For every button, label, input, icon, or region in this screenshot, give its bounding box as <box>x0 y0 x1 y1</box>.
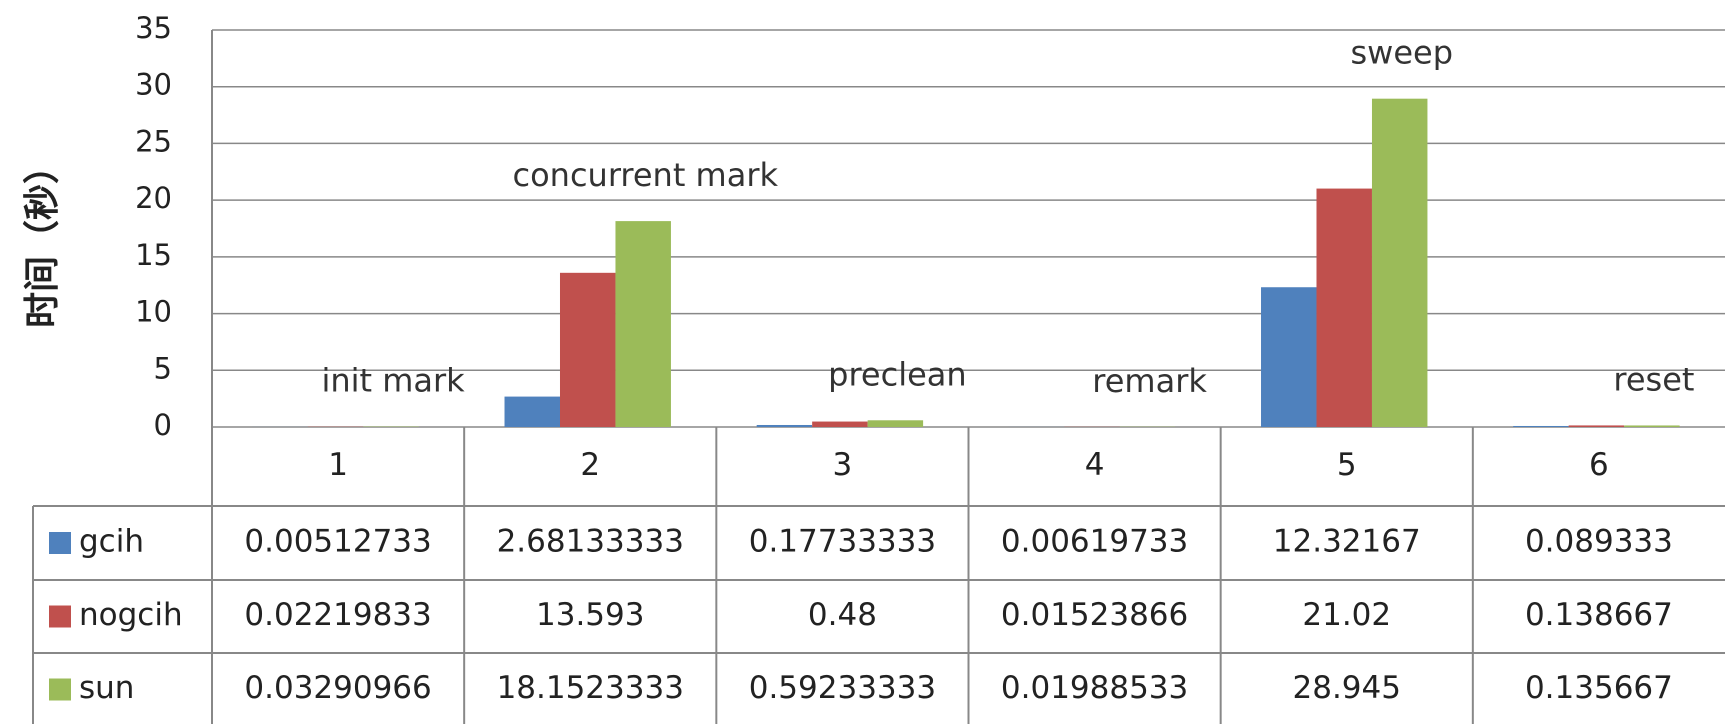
y-tick-label: 30 <box>135 68 172 102</box>
bar <box>559 272 616 427</box>
y-tick-label: 25 <box>135 124 172 158</box>
legend-swatch <box>49 532 71 554</box>
table-value: 0.01988533 <box>1001 670 1188 706</box>
bar <box>1568 425 1625 427</box>
legend-swatch <box>49 605 71 628</box>
table-value: 2.68133333 <box>497 524 684 560</box>
x-tick-label: 4 <box>1085 447 1105 483</box>
annotation: concurrent mark <box>512 156 778 194</box>
table-value: 21.02 <box>1302 597 1391 633</box>
annotation: reset <box>1613 360 1694 398</box>
y-tick-label: 0 <box>154 408 172 442</box>
table-value: 0.01523866 <box>1001 597 1188 633</box>
table-value: 0.17733333 <box>749 524 936 560</box>
table-value: 0.02219833 <box>244 597 431 633</box>
bar <box>504 396 560 427</box>
y-tick-label: 35 <box>135 11 172 45</box>
table-value: 0.03290966 <box>244 670 431 706</box>
annotation: sweep <box>1350 34 1453 72</box>
table-value: 28.945 <box>1293 670 1401 706</box>
bar <box>1316 188 1372 427</box>
bar <box>1624 425 1680 427</box>
table-value: 0.59233333 <box>749 670 936 706</box>
table-value: 13.593 <box>536 597 644 633</box>
annotation: preclean <box>828 355 967 393</box>
bar <box>1371 98 1428 427</box>
table-value: 0.089333 <box>1525 524 1673 560</box>
y-tick-label: 5 <box>154 351 172 385</box>
y-tick-label: 15 <box>135 238 172 272</box>
table-value: 0.138667 <box>1525 597 1673 633</box>
annotation: init mark <box>321 362 465 400</box>
table-value: 0.00619733 <box>1001 524 1188 560</box>
x-tick-label: 2 <box>580 447 600 483</box>
table-value: 0.48 <box>808 597 877 633</box>
legend-swatch <box>49 678 71 701</box>
annotation: remark <box>1092 362 1207 400</box>
x-tick-label: 5 <box>1337 447 1357 483</box>
table-value: 18.1523333 <box>497 670 684 706</box>
y-axis-label: 时间（秒） <box>22 148 63 328</box>
legend-label: nogcih <box>79 597 183 633</box>
bar <box>812 421 868 427</box>
bar <box>1261 287 1317 427</box>
bar <box>756 424 813 427</box>
table-value: 12.32167 <box>1273 524 1421 560</box>
bar <box>1513 425 1569 427</box>
x-tick-label: 6 <box>1589 447 1609 483</box>
table-value: 0.135667 <box>1525 670 1673 706</box>
bar <box>615 221 671 427</box>
y-tick-label: 20 <box>135 181 172 215</box>
table-value: 0.00512733 <box>244 524 431 560</box>
bar <box>867 420 924 427</box>
y-tick-label: 10 <box>135 295 172 329</box>
legend-label: gcih <box>79 524 144 560</box>
legend-label: sun <box>79 670 134 706</box>
x-tick-label: 3 <box>833 447 853 483</box>
x-tick-label: 1 <box>328 447 348 483</box>
